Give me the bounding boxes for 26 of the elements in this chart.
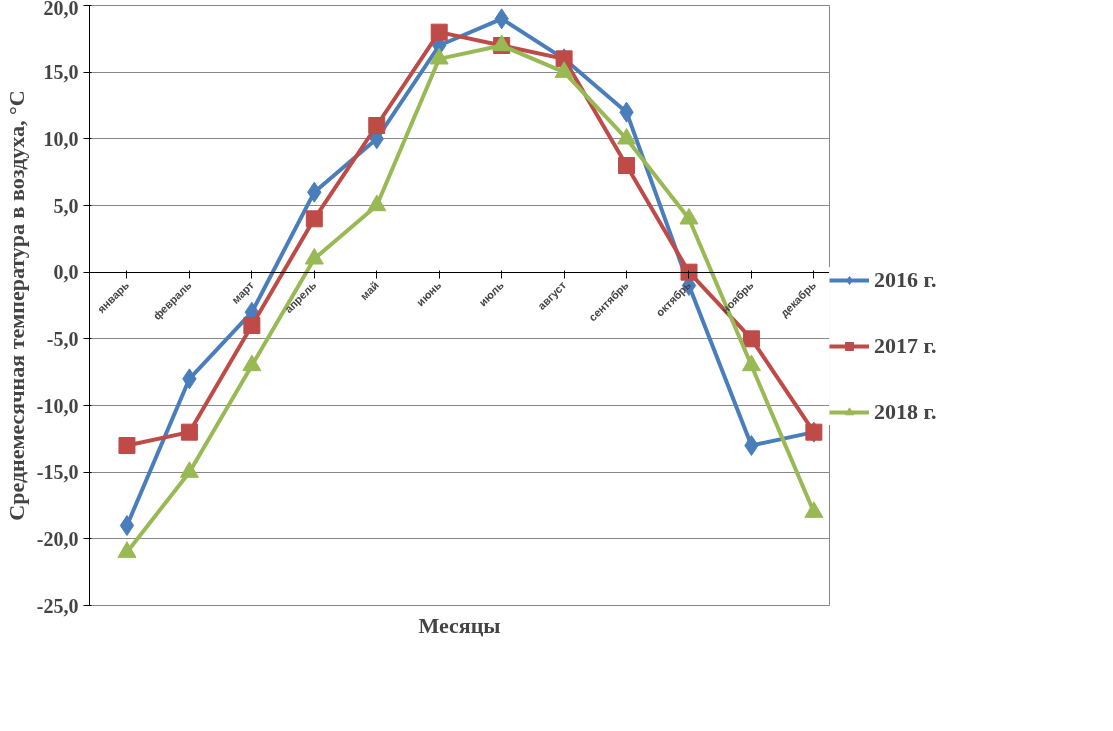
point <box>368 117 386 134</box>
y-tick-label: 15,0 <box>43 61 79 84</box>
x-axis-title: Месяцы <box>418 612 501 638</box>
y-tick-label: -5,0 <box>46 327 79 350</box>
y-tick-label: -15,0 <box>36 461 79 484</box>
point <box>744 435 759 456</box>
point <box>118 437 136 454</box>
legend-label: 2017 г. <box>874 333 937 359</box>
point <box>243 317 261 334</box>
legend-label: 2018 г. <box>874 399 937 425</box>
y-tick-label: 5,0 <box>53 194 79 217</box>
y-tick-label: 0,0 <box>53 261 79 284</box>
y-tick-label: -10,0 <box>36 394 79 417</box>
y-tick-label: 10,0 <box>43 127 79 150</box>
y-tick-label: -25,0 <box>36 594 79 617</box>
y-tick-label: 20,0 <box>43 0 79 19</box>
point <box>618 157 636 174</box>
y-axis-title: Среднемесячная температура в воздуха, °C <box>3 90 29 521</box>
legend-label: 2016 г. <box>874 267 937 293</box>
point <box>180 423 198 441</box>
point <box>305 210 323 228</box>
y-tick-label: -20,0 <box>36 527 79 550</box>
point <box>119 515 135 536</box>
point <box>430 23 448 41</box>
point <box>742 330 760 348</box>
point <box>680 263 698 281</box>
